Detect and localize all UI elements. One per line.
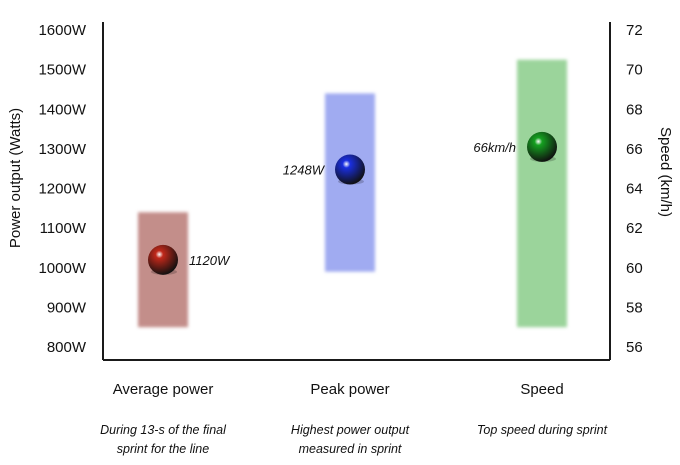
value-marker (527, 131, 557, 162)
y-tick-left-label: 1400W (38, 101, 86, 118)
category-label: Peak power (310, 381, 389, 398)
y-tick-left-label: 1600W (38, 22, 86, 39)
y-tick-left-label: 800W (47, 339, 87, 356)
y-tick-right-label: 60 (626, 260, 643, 277)
y-tick-right-label: 56 (626, 339, 643, 356)
category-description: During 13-s of the final (100, 423, 227, 437)
data-label: 1120W (189, 253, 231, 268)
value-marker (148, 244, 178, 275)
data-label: 1248W (283, 162, 326, 177)
y-tick-right-label: 64 (626, 181, 643, 198)
category-description: Highest power output (291, 423, 410, 437)
value-marker (335, 154, 365, 185)
category-label: Speed (520, 381, 563, 398)
y-tick-left-label: 1300W (38, 141, 86, 158)
y-tick-right-label: 62 (626, 220, 643, 237)
data-label: 66km/h (473, 140, 516, 155)
y-tick-left-label: 1500W (38, 62, 86, 79)
y-tick-left-label: 900W (47, 299, 87, 316)
y-axis-right-title: Speed (km/h) (657, 127, 674, 217)
y-tick-right-label: 58 (626, 299, 643, 316)
y-tick-left-label: 1100W (40, 220, 87, 237)
category-description: measured in sprint (299, 442, 402, 456)
category-description: Top speed during sprint (477, 423, 608, 437)
y-axis-left-title: Power output (Watts) (7, 108, 24, 248)
y-tick-right-label: 66 (626, 141, 643, 158)
y-tick-right-label: 70 (626, 62, 643, 79)
y-tick-right-label: 68 (626, 101, 643, 118)
y-tick-left-label: 1000W (38, 260, 86, 277)
range-band (517, 59, 567, 328)
category-description: sprint for the line (117, 442, 209, 456)
y-tick-left-label: 1200W (38, 181, 86, 198)
y-tick-right-label: 72 (626, 22, 643, 39)
category-label: Average power (113, 381, 214, 398)
